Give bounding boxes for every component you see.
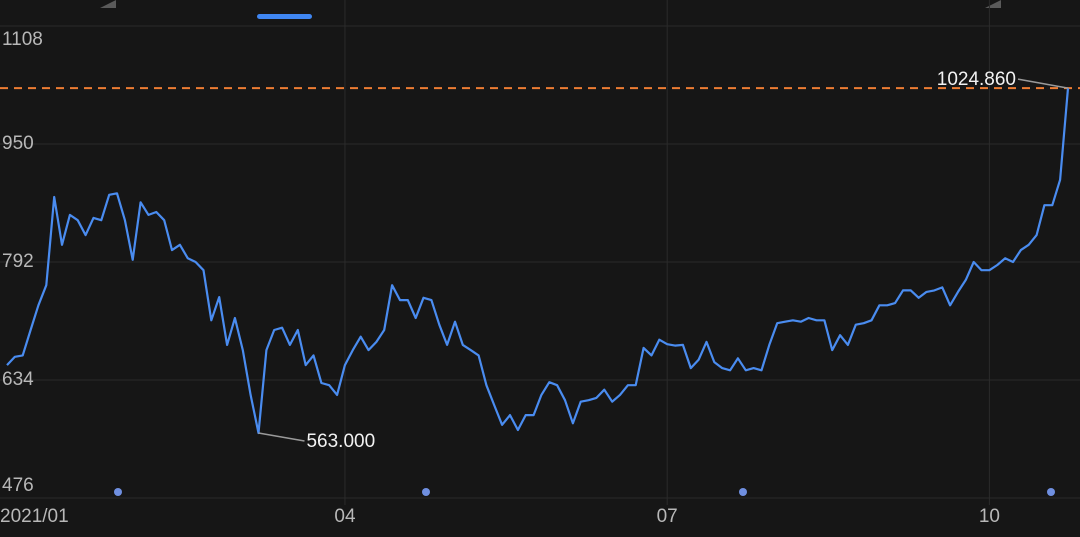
event-dot [1047, 488, 1055, 496]
event-dot [114, 488, 122, 496]
y-tick-label: 1108 [2, 29, 43, 50]
value-label: 1024.860 [937, 69, 1016, 90]
label-leader [1017, 78, 1069, 89]
x-tick-label: 10 [979, 506, 1000, 527]
event-dot [422, 488, 430, 496]
y-tick-label: 634 [2, 369, 34, 390]
x-tick-label: 07 [657, 506, 678, 527]
value-label: 563.000 [306, 431, 375, 452]
tab-indicator [257, 14, 312, 19]
y-tick-label: 476 [2, 475, 34, 496]
event-dot [739, 488, 747, 496]
corner-icon [100, 0, 116, 8]
event-markers [114, 488, 1055, 496]
x-tick-label: 2021/01 [0, 506, 69, 527]
y-tick-label: 792 [2, 251, 34, 272]
x-tick-label: 04 [334, 506, 356, 527]
y-tick-label: 950 [2, 133, 34, 154]
label-leader [258, 432, 305, 442]
price-line [6, 88, 1070, 435]
